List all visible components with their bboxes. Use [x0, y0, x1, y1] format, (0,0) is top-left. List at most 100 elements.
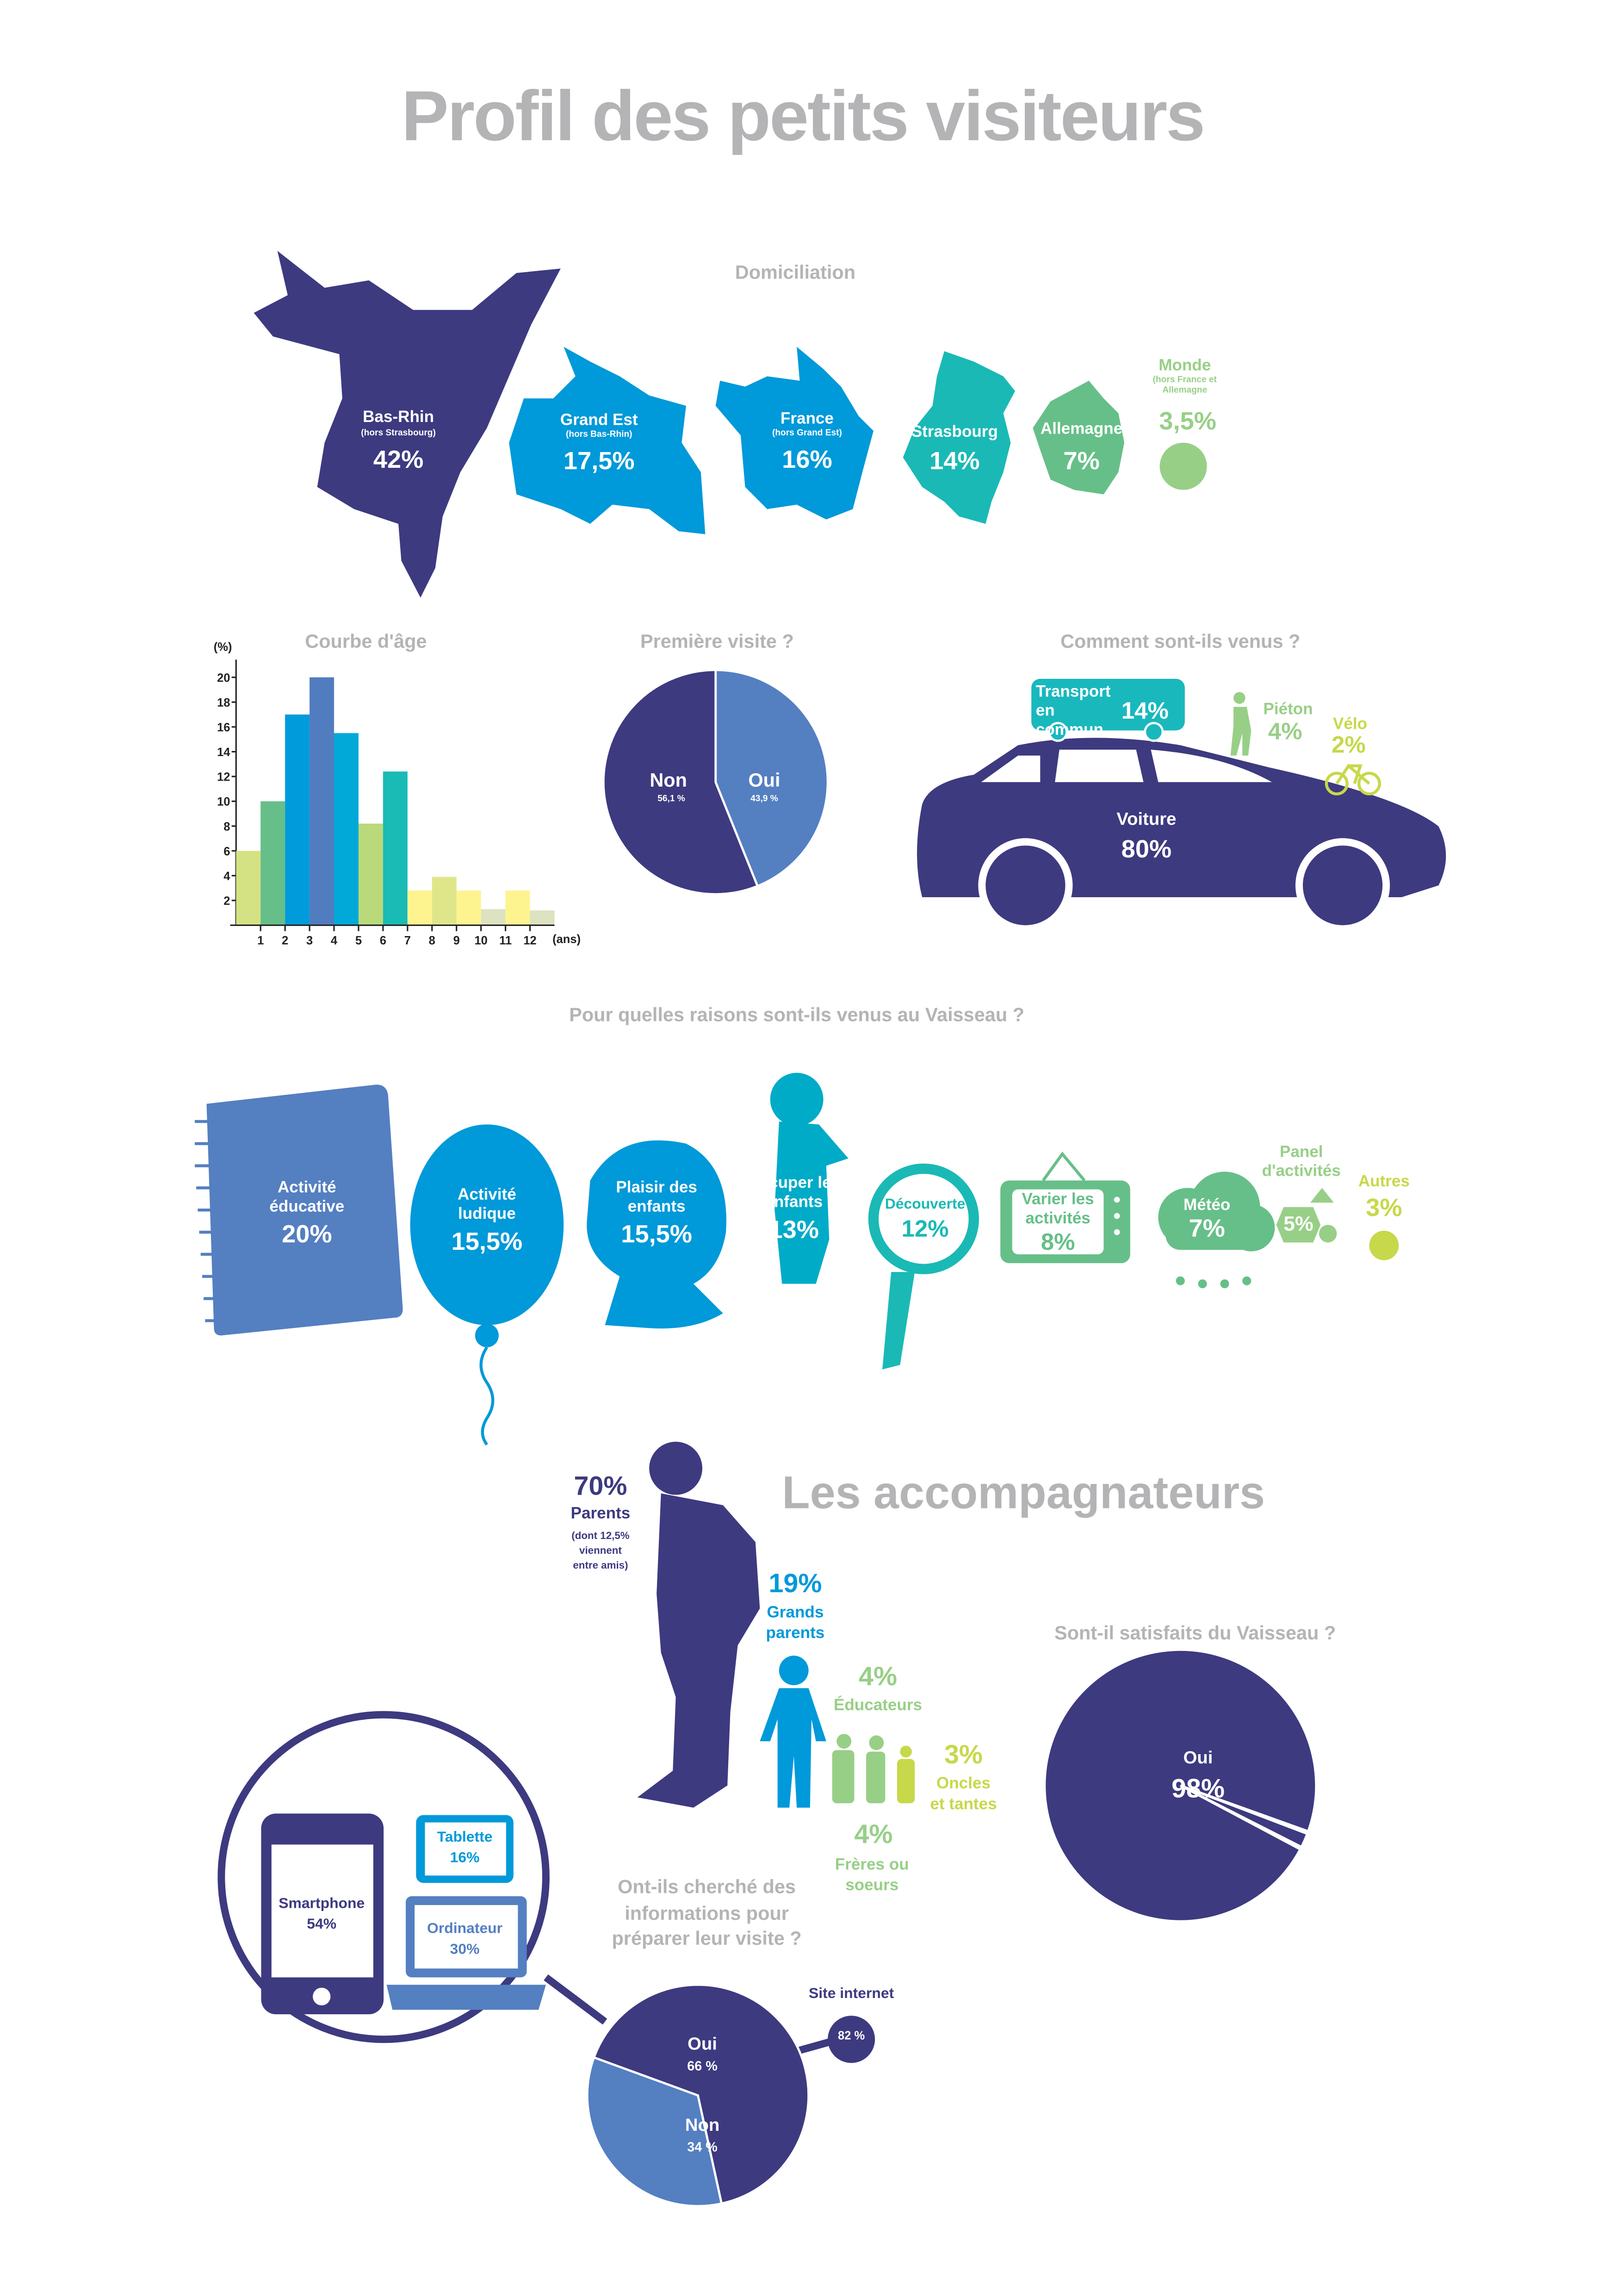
parents-note: (dont 12,5% [571, 1532, 630, 1542]
pie-label-oui: Oui [688, 2033, 717, 2054]
reason-pct: 3% [1366, 1193, 1402, 1222]
parents-note: viennent [579, 1546, 622, 1557]
pie-slice [602, 669, 759, 895]
dom-pct: 7% [1063, 447, 1100, 475]
strasbourg-map [903, 351, 1016, 524]
dom-label: France [780, 410, 834, 428]
reason-label: Activité éducative [269, 1179, 345, 1216]
smartphone-icon [261, 1813, 384, 2015]
age-bar [260, 801, 285, 925]
age-bar [432, 877, 457, 925]
reason-pct: 5% [1283, 1211, 1313, 1235]
site-circle [828, 2016, 875, 2063]
info-question: informations pour [625, 1902, 789, 1924]
france-map [715, 347, 873, 520]
reason-label: Autres [1358, 1173, 1410, 1191]
dom-label: Monde [1158, 357, 1211, 375]
x-tick-label: 4 [331, 934, 338, 947]
age-xlabel: (ans) [552, 932, 581, 946]
domiciliation-title: Domiciliation [735, 261, 856, 284]
reason-pct: 8% [1041, 1230, 1075, 1256]
reason-label: Météo [1183, 1197, 1231, 1215]
x-tick-label: 10 [474, 934, 487, 947]
reason-label: Plaisir des enfants [616, 1179, 697, 1216]
car-label: Voiture [1116, 808, 1177, 830]
info-question: Ont-ils cherché des [618, 1875, 796, 1898]
age-bar [456, 890, 481, 925]
x-tick-label: 11 [499, 934, 512, 947]
y-tick-label: 12 [217, 771, 230, 784]
x-tick-label: 7 [404, 934, 411, 947]
bus-pct: 14% [1121, 699, 1169, 725]
age-bar [481, 909, 506, 925]
balloon-icon [410, 1124, 564, 1446]
connector-line [795, 2037, 835, 2055]
allemagne-map [1033, 380, 1125, 495]
pie-value-oui: 43,9 % [750, 795, 778, 805]
x-tick-label: 5 [355, 934, 362, 947]
reason-label: Panel d'activités [1262, 1143, 1341, 1180]
sibling-icon [897, 1745, 915, 1804]
reason-pct: 13% [768, 1216, 819, 1244]
parents-pct: 70% [574, 1471, 627, 1501]
age-bar [358, 823, 383, 925]
y-tick-label: 10 [217, 795, 230, 808]
tablet-icon [416, 1815, 514, 1883]
dom-label: Bas-Rhin [363, 409, 434, 427]
x-tick-label: 6 [380, 934, 386, 947]
pie-label-oui: Oui [748, 769, 781, 791]
magnifier-icon [868, 1163, 979, 1370]
satisfaction-title: Sont-il satisfaits du Vaisseau ? [1054, 1621, 1336, 1644]
age-bar [530, 910, 555, 925]
reason-label: Occuper les enfants [747, 1174, 841, 1211]
device-pct: 54% [307, 1917, 337, 1933]
reasons-title: Pour quelles raisons sont-ils venus au V… [569, 1003, 1025, 1026]
y-tick-label: 16 [217, 721, 230, 734]
reason-pct: 15,5% [451, 1228, 523, 1256]
bike-label: Vélo [1332, 715, 1368, 733]
child-silhouette-icon [760, 1656, 826, 1808]
reason-pct: 7% [1189, 1214, 1225, 1243]
dom-pct: 17,5% [563, 447, 635, 475]
reason-pct: 20% [282, 1220, 332, 1248]
pedestrian-icon [1230, 692, 1251, 756]
laptop-icon [386, 1896, 546, 2010]
first-visit-pie [602, 669, 829, 895]
x-tick-label: 1 [257, 934, 264, 947]
pie-value-non: 34 % [687, 2140, 718, 2155]
dom-sub: (hors Bas-Rhin) [566, 431, 632, 440]
x-tick-label: 2 [282, 934, 288, 947]
age-bar [334, 733, 359, 925]
dom-label: Strasbourg [911, 423, 998, 441]
monde-globe [1159, 442, 1207, 490]
freres-label: Frères ou [835, 1856, 909, 1874]
reasons-svg [194, 1073, 1399, 1446]
dom-pct: 16% [782, 446, 832, 474]
y-tick-label: 4 [223, 870, 230, 883]
pie-label-non: Non [685, 2114, 720, 2135]
dom-label: Grand Est [560, 411, 638, 430]
child-standing-icon [770, 1073, 849, 1284]
reason-pct: 15,5% [621, 1220, 693, 1248]
grands-label: parents [766, 1625, 825, 1643]
oncles-label: et tantes [930, 1796, 997, 1814]
device-pct: 16% [450, 1850, 480, 1867]
car-icon [917, 738, 1446, 933]
pie-slice [586, 2056, 723, 2208]
first-visit-title: Première visite ? [640, 630, 794, 652]
grands-label: Grands [767, 1604, 824, 1622]
maps-svg [254, 251, 1207, 598]
y-tick-label: 8 [223, 820, 230, 833]
pie-slice [714, 669, 829, 888]
pie-label-oui: Oui [1183, 1747, 1213, 1768]
pie-slice [1180, 1784, 1309, 1849]
age-bar [407, 890, 432, 925]
age-chart-title: Courbe d'âge [305, 630, 427, 652]
device-pct: 30% [450, 1942, 480, 1958]
child-head-icon [587, 1140, 726, 1329]
